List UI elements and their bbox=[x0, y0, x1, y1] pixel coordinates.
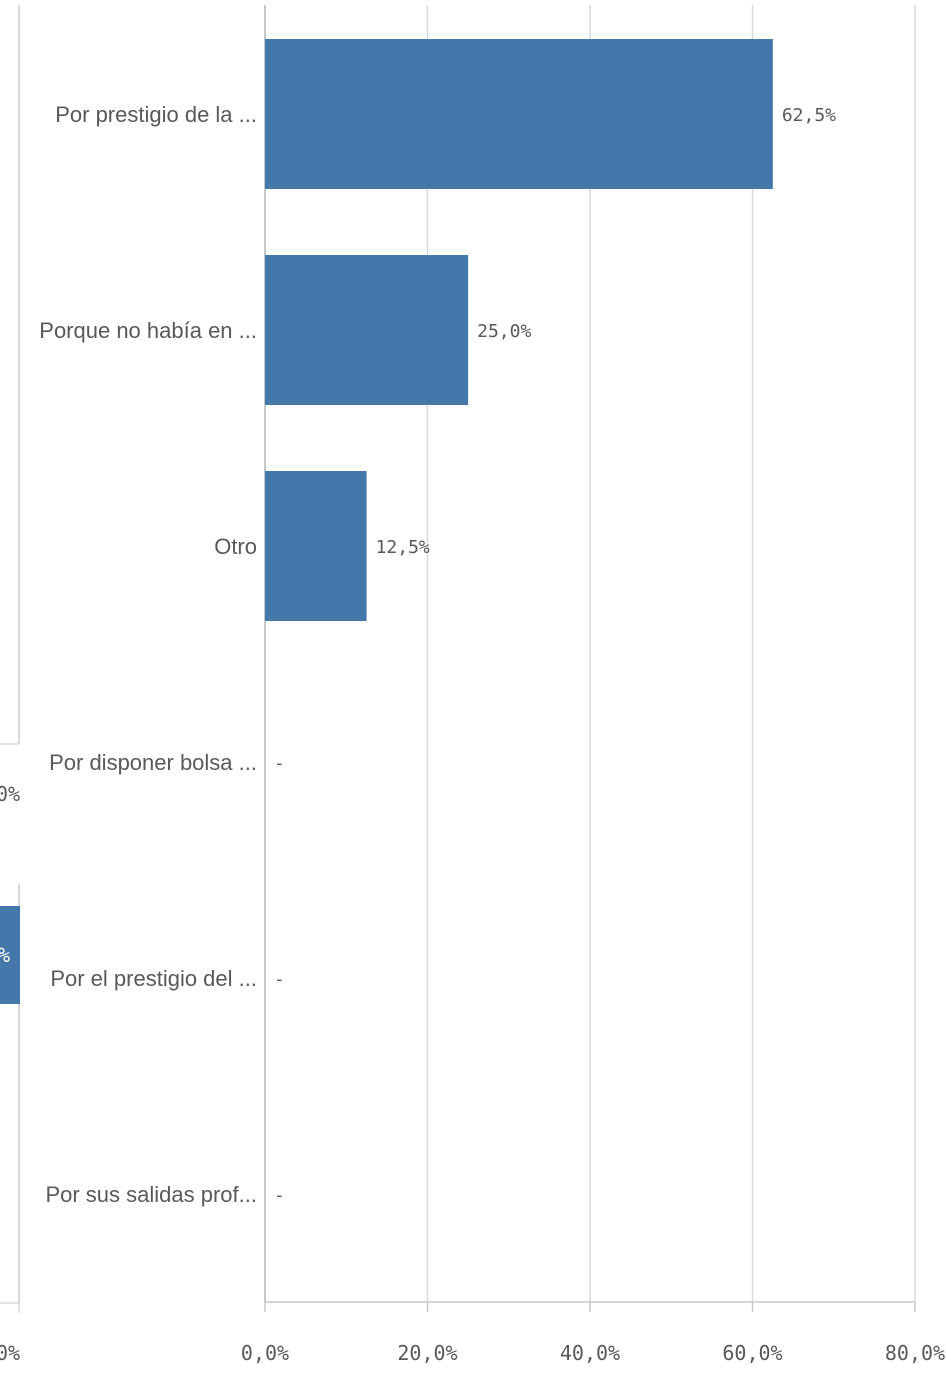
x-tick-label: 0,0% bbox=[241, 1341, 289, 1365]
category-label: Por el prestigio del ... bbox=[50, 966, 257, 991]
bar[interactable] bbox=[265, 471, 367, 621]
category-label: Por disponer bolsa ... bbox=[49, 750, 257, 775]
value-label: 25,0% bbox=[477, 321, 531, 342]
value-label: 62,5% bbox=[782, 105, 836, 126]
x-tick-label: 60,0% bbox=[722, 1341, 782, 1365]
value-label: - bbox=[274, 753, 285, 774]
category-label: Por sus salidas prof... bbox=[45, 1182, 257, 1207]
value-label: - bbox=[274, 969, 285, 990]
category-label: Porque no había en ... bbox=[39, 318, 257, 343]
clipped-left-label-1: 0% bbox=[0, 782, 20, 806]
x-tick-label: 80,0% bbox=[885, 1341, 945, 1365]
clipped-left-chart: 0% % 0% bbox=[0, 5, 20, 1365]
bar[interactable] bbox=[265, 255, 469, 405]
category-label: Por prestigio de la ... bbox=[55, 102, 257, 127]
clipped-left-label-3: 0% bbox=[0, 1341, 20, 1365]
value-label: 12,5% bbox=[376, 537, 430, 558]
x-tick-label: 20,0% bbox=[397, 1341, 457, 1365]
category-label: Otro bbox=[214, 534, 257, 559]
clipped-left-label-2: % bbox=[0, 943, 10, 967]
clipped-left-bar bbox=[0, 906, 20, 1004]
bar[interactable] bbox=[265, 39, 773, 189]
value-label: - bbox=[274, 1185, 285, 1206]
x-tick-label: 40,0% bbox=[560, 1341, 620, 1365]
